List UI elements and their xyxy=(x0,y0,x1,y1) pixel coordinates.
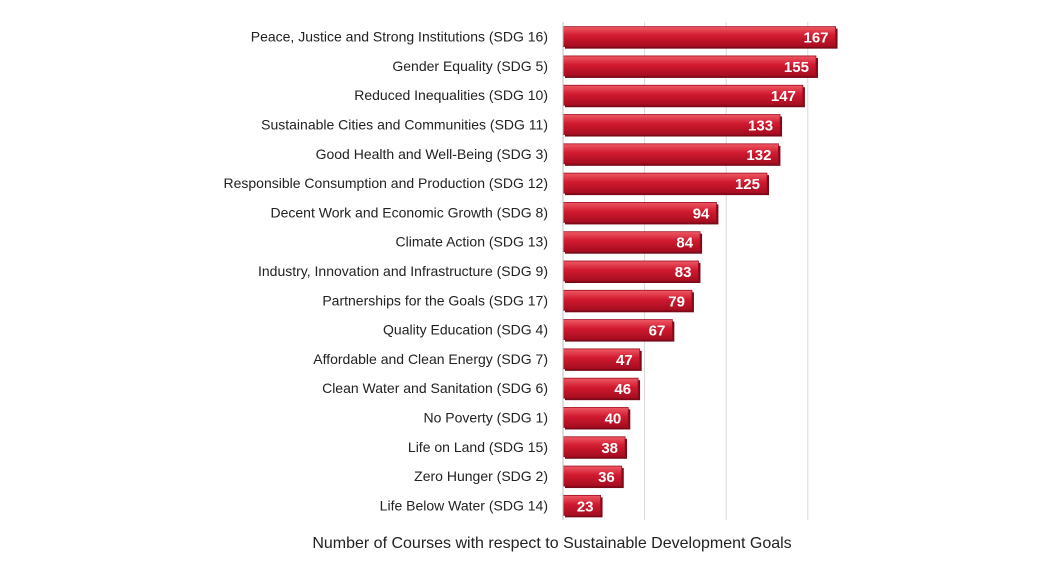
data-label: 147 xyxy=(771,88,796,105)
data-label: 83 xyxy=(675,264,692,281)
data-label: 79 xyxy=(668,293,685,310)
data-label: 47 xyxy=(616,352,633,369)
bars xyxy=(562,26,838,518)
category-label: Gender Equality (SDG 5) xyxy=(392,58,548,74)
category-label: Clean Water and Sanitation (SDG 6) xyxy=(322,380,548,396)
category-label: Responsible Consumption and Production (… xyxy=(223,175,548,191)
category-label: Industry, Innovation and Infrastructure … xyxy=(258,263,548,279)
bar xyxy=(562,55,817,77)
category-label: Peace, Justice and Strong Institutions (… xyxy=(251,29,548,45)
category-label: Good Health and Well-Being (SDG 3) xyxy=(316,146,548,162)
data-label: 94 xyxy=(693,205,710,222)
data-label: 38 xyxy=(601,440,618,457)
category-label: Reduced Inequalities (SDG 10) xyxy=(354,87,548,103)
data-label: 167 xyxy=(804,30,829,47)
bar xyxy=(562,26,836,48)
category-label: Quality Education (SDG 4) xyxy=(383,322,548,338)
category-label: No Poverty (SDG 1) xyxy=(424,409,548,425)
category-label: Zero Hunger (SDG 2) xyxy=(414,468,548,484)
category-labels: Peace, Justice and Strong Institutions (… xyxy=(223,29,548,514)
category-label: Life Below Water (SDG 14) xyxy=(380,497,548,513)
data-label: 67 xyxy=(649,323,666,340)
data-label: 84 xyxy=(676,235,693,252)
x-axis-label: Number of Courses with respect to Sustai… xyxy=(312,535,791,552)
category-label: Decent Work and Economic Growth (SDG 8) xyxy=(270,204,548,220)
bar xyxy=(562,84,804,106)
data-label: 46 xyxy=(614,381,631,398)
data-label: 23 xyxy=(577,498,594,515)
data-label: 155 xyxy=(784,59,809,76)
data-label: 125 xyxy=(735,176,760,193)
category-label: Climate Action (SDG 13) xyxy=(396,234,549,250)
category-label: Life on Land (SDG 15) xyxy=(408,439,548,455)
category-label: Affordable and Clean Energy (SDG 7) xyxy=(313,351,548,367)
data-label: 36 xyxy=(598,469,615,486)
data-label: 133 xyxy=(748,118,773,135)
category-label: Partnerships for the Goals (SDG 17) xyxy=(322,292,548,308)
data-label: 132 xyxy=(746,147,771,164)
data-label: 40 xyxy=(605,410,622,427)
category-label: Sustainable Cities and Communities (SDG … xyxy=(261,117,548,133)
